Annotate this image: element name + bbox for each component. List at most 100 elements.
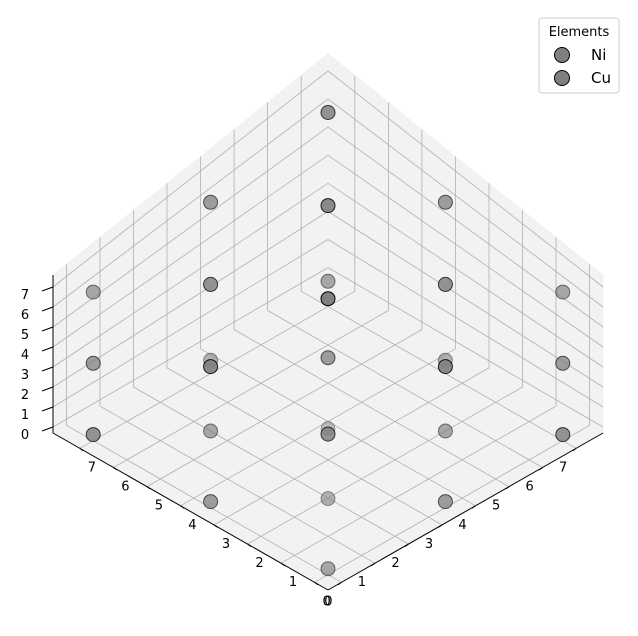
z-axis-tick: [41, 346, 54, 352]
grid-line-x: [247, 210, 523, 545]
y-axis-tick: [505, 486, 510, 490]
z-axis-tick: [41, 386, 54, 392]
grid-line-z: [52, 182, 604, 368]
data-point-ni: [437, 276, 453, 292]
x-axis-tick-label: 7: [88, 460, 96, 475]
x-axis-tick-label: 5: [155, 499, 163, 514]
grid-line-y: [66, 264, 342, 583]
data-point-ni: [320, 561, 336, 577]
grid-line-z: [52, 70, 604, 288]
z-axis-tick-label: 2: [21, 388, 29, 403]
data-point-cu: [203, 194, 219, 210]
data-point-ni: [85, 284, 101, 300]
y-axis-tick: [538, 467, 543, 471]
y-axis-tick-label: 6: [525, 479, 533, 494]
x-axis-tick-label: 1: [289, 575, 297, 590]
grid-line-x: [314, 264, 590, 583]
grid-lines: [52, 70, 604, 583]
data-point-ni: [320, 105, 336, 120]
x-axis-tick-label: 2: [255, 556, 263, 571]
y-axis-tick-label: 5: [492, 499, 500, 514]
x-axis-tick: [79, 447, 84, 452]
legend-label-ni: Ni: [591, 46, 606, 64]
grid-line-z: [52, 126, 604, 328]
data-point-cu: [203, 494, 219, 510]
z-axis-tick: [41, 306, 54, 312]
data-point-cu: [437, 494, 453, 510]
z-axis-tick-label: 3: [21, 368, 29, 383]
x-axis-tick-label: 3: [222, 537, 230, 552]
z-axis-tick-label: 0: [21, 428, 29, 443]
y-axis-tick: [572, 447, 577, 452]
y-axis-tick: [438, 524, 443, 528]
data-point-ni: [437, 423, 453, 439]
y-axis-tick: [471, 505, 476, 509]
grid-line-y: [133, 210, 409, 545]
x-axis-tick: [247, 543, 252, 547]
y-axis-tick-label: 4: [458, 518, 466, 533]
legend-marker-cu: [554, 70, 570, 86]
z-axis-tick: [41, 406, 54, 412]
legend-label-cu: Cu: [591, 69, 611, 87]
x-axis-tick-label: 6: [121, 479, 129, 494]
data-point-cu: [437, 359, 453, 375]
x-axis-tick: [213, 524, 218, 528]
z-axis-tick: [41, 326, 54, 332]
data-point-ni: [85, 427, 101, 443]
grid-line-y: [267, 102, 543, 468]
x-axis-tick: [146, 486, 151, 490]
grid-line-z: [52, 239, 604, 408]
grid-line-y: [300, 75, 577, 449]
grid-line-x: [180, 156, 456, 507]
y-axis-tick-label: 1: [358, 575, 366, 590]
z-axis-tick: [41, 366, 54, 372]
y-axis-tick: [337, 581, 342, 586]
x-axis-tick-label: 0: [322, 594, 330, 609]
data-point-cu: [203, 359, 219, 375]
x-axis-tick: [280, 562, 285, 567]
z-axis-tick: [41, 286, 54, 292]
y-axis-tick-label: 0: [324, 594, 332, 609]
data-point-cu: [320, 350, 336, 366]
y-axis-tick-label: 7: [559, 460, 567, 475]
y-axis-tick: [404, 543, 409, 547]
data-point-cu: [320, 198, 336, 214]
grid-line-y: [200, 156, 476, 507]
data-point-ni: [320, 273, 336, 289]
data-point-ni: [555, 427, 571, 443]
data-point-cu: [320, 491, 336, 507]
x-axis-tick-label: 4: [188, 518, 196, 533]
y-axis-tick-label: 3: [425, 537, 433, 552]
y-axis-tick: [371, 562, 376, 567]
x-axis-tick: [180, 505, 185, 509]
z-axis-tick: [41, 426, 54, 432]
grid-line-x: [146, 129, 423, 487]
grid-line-y: [233, 129, 510, 487]
z-axis-tick-label: 4: [21, 348, 29, 363]
data-point-cu: [437, 194, 453, 210]
z-axis-tick-label: 6: [21, 308, 29, 323]
data-point-ni: [203, 423, 219, 439]
legend: Elements Ni Cu: [538, 17, 620, 94]
grid-line-x: [79, 75, 356, 449]
y-axis-tick-label: 2: [391, 556, 399, 571]
data-point-ni: [555, 284, 571, 300]
legend-marker-ni: [554, 47, 570, 63]
z-axis-tick-label: 7: [21, 288, 29, 303]
grid-line-z: [52, 154, 604, 348]
grid-line-x: [113, 102, 389, 468]
z-axis-tick-label: 5: [21, 328, 29, 343]
grid-line-z: [52, 98, 604, 308]
data-point-ni: [320, 426, 336, 442]
x-axis-tick: [314, 581, 319, 586]
data-point-cu: [555, 355, 571, 371]
z-axis-tick-label: 1: [21, 408, 29, 423]
grid-line-y: [166, 183, 443, 526]
legend-title: Elements: [549, 25, 610, 40]
axes-panes: [51, 52, 605, 591]
grid-line-x: [213, 183, 490, 526]
grid-line-z: [52, 267, 604, 428]
x-axis-tick: [113, 467, 118, 471]
